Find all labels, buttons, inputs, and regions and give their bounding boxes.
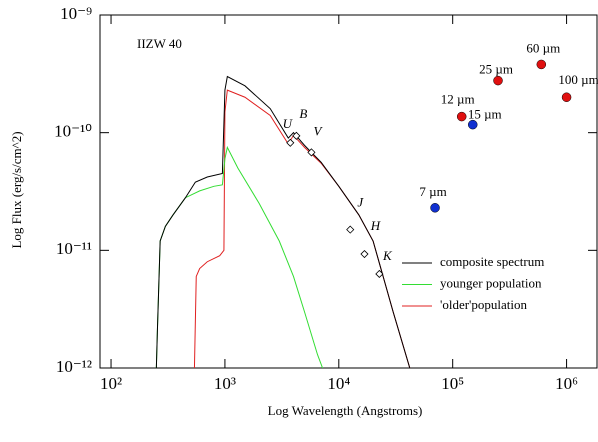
plot-area — [155, 75, 411, 368]
band-label: U — [283, 116, 294, 131]
photometry-marker — [346, 225, 355, 234]
x-tick-label: 10⁴ — [327, 374, 350, 393]
photometry-marker — [375, 269, 384, 279]
legend-label: 'older'population — [440, 297, 528, 312]
ir-label: 15 µm — [468, 107, 502, 122]
band-label: K — [382, 248, 393, 263]
band-label: H — [370, 218, 381, 233]
x-tick-label: 10² — [100, 374, 122, 393]
photometry-marker — [286, 138, 295, 147]
ir-label: 100 µm — [558, 72, 598, 87]
photometry-marker — [360, 249, 369, 259]
legend-label: composite spectrum — [440, 254, 544, 269]
y-tick-label: 10⁻¹² — [56, 357, 92, 376]
y-axis-label: Log Flux (erg/s/cm^2) — [9, 131, 24, 248]
spectrum-line — [155, 75, 411, 368]
ir-point — [493, 75, 503, 86]
x-tick-label: 10³ — [214, 374, 236, 393]
ir-label: 25 µm — [479, 62, 513, 77]
y-tick-label: 10⁻⁹ — [60, 4, 92, 23]
photometry-marker — [307, 148, 316, 157]
ir-point — [467, 119, 478, 130]
legend-label: younger population — [440, 275, 542, 290]
ir-point — [456, 111, 467, 122]
x-tick-label: 10⁵ — [441, 374, 464, 393]
x-tick-label: 10⁶ — [555, 374, 578, 393]
photometry-marker — [292, 131, 301, 140]
spectrum-line — [155, 145, 324, 368]
ir-label: 60 µm — [526, 40, 560, 55]
ir-point — [561, 92, 572, 102]
ir-label: 7 µm — [419, 184, 446, 199]
band-label: J — [357, 195, 364, 210]
y-tick-label: 10⁻¹⁰ — [54, 122, 92, 141]
band-label: B — [299, 106, 307, 121]
ir-label: 12 µm — [441, 92, 475, 107]
ir-point — [430, 203, 440, 213]
ir-point — [536, 59, 547, 70]
x-axis-label: Log Wavelength (Angstroms) — [268, 403, 423, 418]
plot-frame — [99, 14, 598, 369]
annotation: IIZW 40 — [137, 36, 182, 51]
band-label: V — [313, 123, 323, 138]
y-tick-label: 10⁻¹¹ — [56, 239, 92, 258]
